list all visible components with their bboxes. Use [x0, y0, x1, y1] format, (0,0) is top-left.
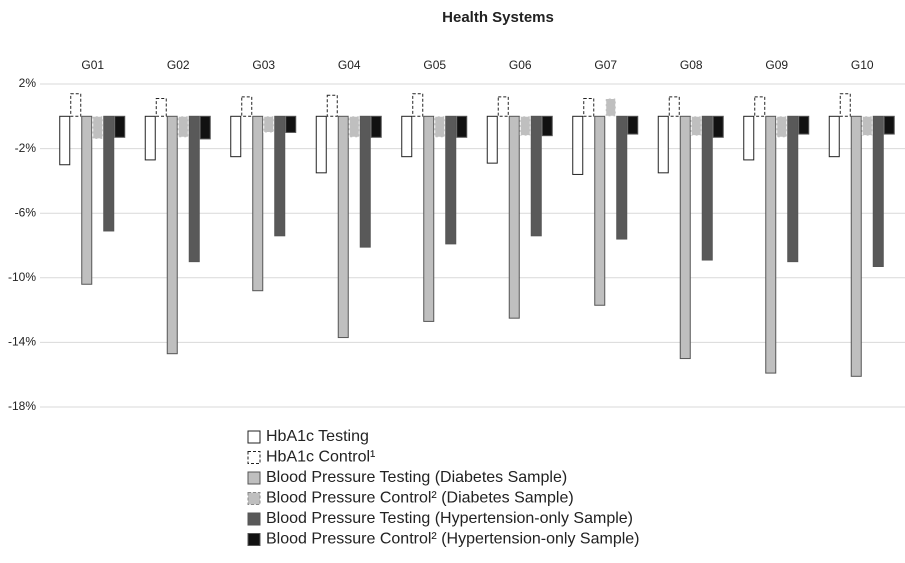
bar	[434, 115, 446, 138]
bar	[144, 115, 156, 161]
bar	[326, 94, 338, 117]
legend-label: HbA1c Testing	[266, 428, 369, 445]
legend-swatch	[247, 430, 261, 444]
x-tick-label: G10	[851, 58, 874, 72]
bar	[59, 115, 71, 166]
bar	[285, 115, 297, 133]
bar	[594, 115, 606, 306]
bar	[743, 115, 755, 161]
bar	[274, 115, 286, 237]
bar	[315, 115, 327, 174]
bar	[776, 115, 788, 138]
legend-label: Blood Pressure Testing (Diabetes Sample)	[266, 469, 567, 486]
bar	[166, 115, 178, 355]
bar	[754, 96, 766, 117]
bar	[445, 115, 457, 245]
bar	[497, 96, 509, 117]
legend-label: Blood Pressure Testing (Hypertension-onl…	[266, 510, 633, 527]
bar	[188, 115, 200, 263]
bar	[486, 115, 498, 164]
bar	[508, 115, 520, 319]
bar	[583, 98, 595, 117]
y-tick-label: -10%	[8, 270, 36, 284]
bar	[712, 115, 724, 138]
y-tick-label: -2%	[15, 141, 37, 155]
y-tick-label: -14%	[8, 335, 36, 349]
bar	[177, 115, 189, 138]
bar	[627, 115, 639, 135]
legend-swatch	[247, 471, 261, 485]
bar	[798, 115, 810, 135]
x-tick-label: G07	[594, 58, 617, 72]
bar	[412, 93, 424, 117]
bar	[872, 115, 884, 267]
legend: HbA1c Testing HbA1c Control¹ Blood Pressur…	[247, 428, 640, 548]
legend-label: HbA1c Control¹	[266, 449, 375, 466]
bar	[241, 96, 253, 117]
bar	[657, 115, 669, 174]
bar	[337, 115, 349, 339]
bar	[70, 93, 82, 117]
bar	[359, 115, 371, 248]
bar	[787, 115, 799, 263]
bar	[765, 115, 777, 374]
legend-label: Blood Pressure Control² (Hypertension-on…	[266, 531, 640, 548]
bar	[616, 115, 628, 240]
legend-swatch	[247, 512, 261, 526]
bar	[701, 115, 713, 261]
bar	[883, 115, 895, 135]
x-tick-label: G08	[680, 58, 703, 72]
bar	[519, 115, 531, 137]
x-tick-label: G06	[509, 58, 532, 72]
chart-title: Health Systems	[442, 9, 554, 26]
legend-label: Blood Pressure Control² (Diabetes Sample…	[266, 490, 574, 507]
bar	[114, 115, 126, 138]
y-tick-label: -18%	[8, 399, 36, 413]
y-tick-label: 2%	[19, 76, 37, 90]
bar	[92, 115, 104, 140]
bar	[103, 115, 115, 232]
bar	[605, 98, 617, 117]
bar	[456, 115, 468, 138]
bar	[679, 115, 691, 360]
x-tick-label: G04	[338, 58, 361, 72]
bar	[828, 115, 840, 158]
bar	[199, 115, 211, 140]
x-tick-label: G02	[167, 58, 190, 72]
bar	[263, 115, 275, 133]
bar	[861, 115, 873, 137]
x-tick-label: G01	[81, 58, 104, 72]
legend-swatch	[247, 492, 261, 505]
bar	[81, 115, 93, 285]
bar	[541, 115, 553, 137]
bar	[155, 98, 167, 117]
bar	[252, 115, 264, 292]
bar	[572, 115, 584, 175]
bar	[668, 96, 680, 117]
x-tick-label: G09	[765, 58, 788, 72]
bar	[690, 115, 702, 137]
bar	[839, 93, 851, 117]
x-tick-label: G05	[423, 58, 446, 72]
bar	[230, 115, 242, 158]
legend-swatch	[247, 451, 261, 464]
bar	[348, 115, 360, 138]
legend-swatch	[247, 533, 261, 546]
bar	[530, 115, 542, 237]
bar	[370, 115, 382, 138]
x-tick-label: G03	[252, 58, 275, 72]
y-tick-label: -6%	[15, 205, 37, 219]
bar	[423, 115, 435, 322]
bar	[401, 115, 413, 158]
bar	[850, 115, 862, 377]
